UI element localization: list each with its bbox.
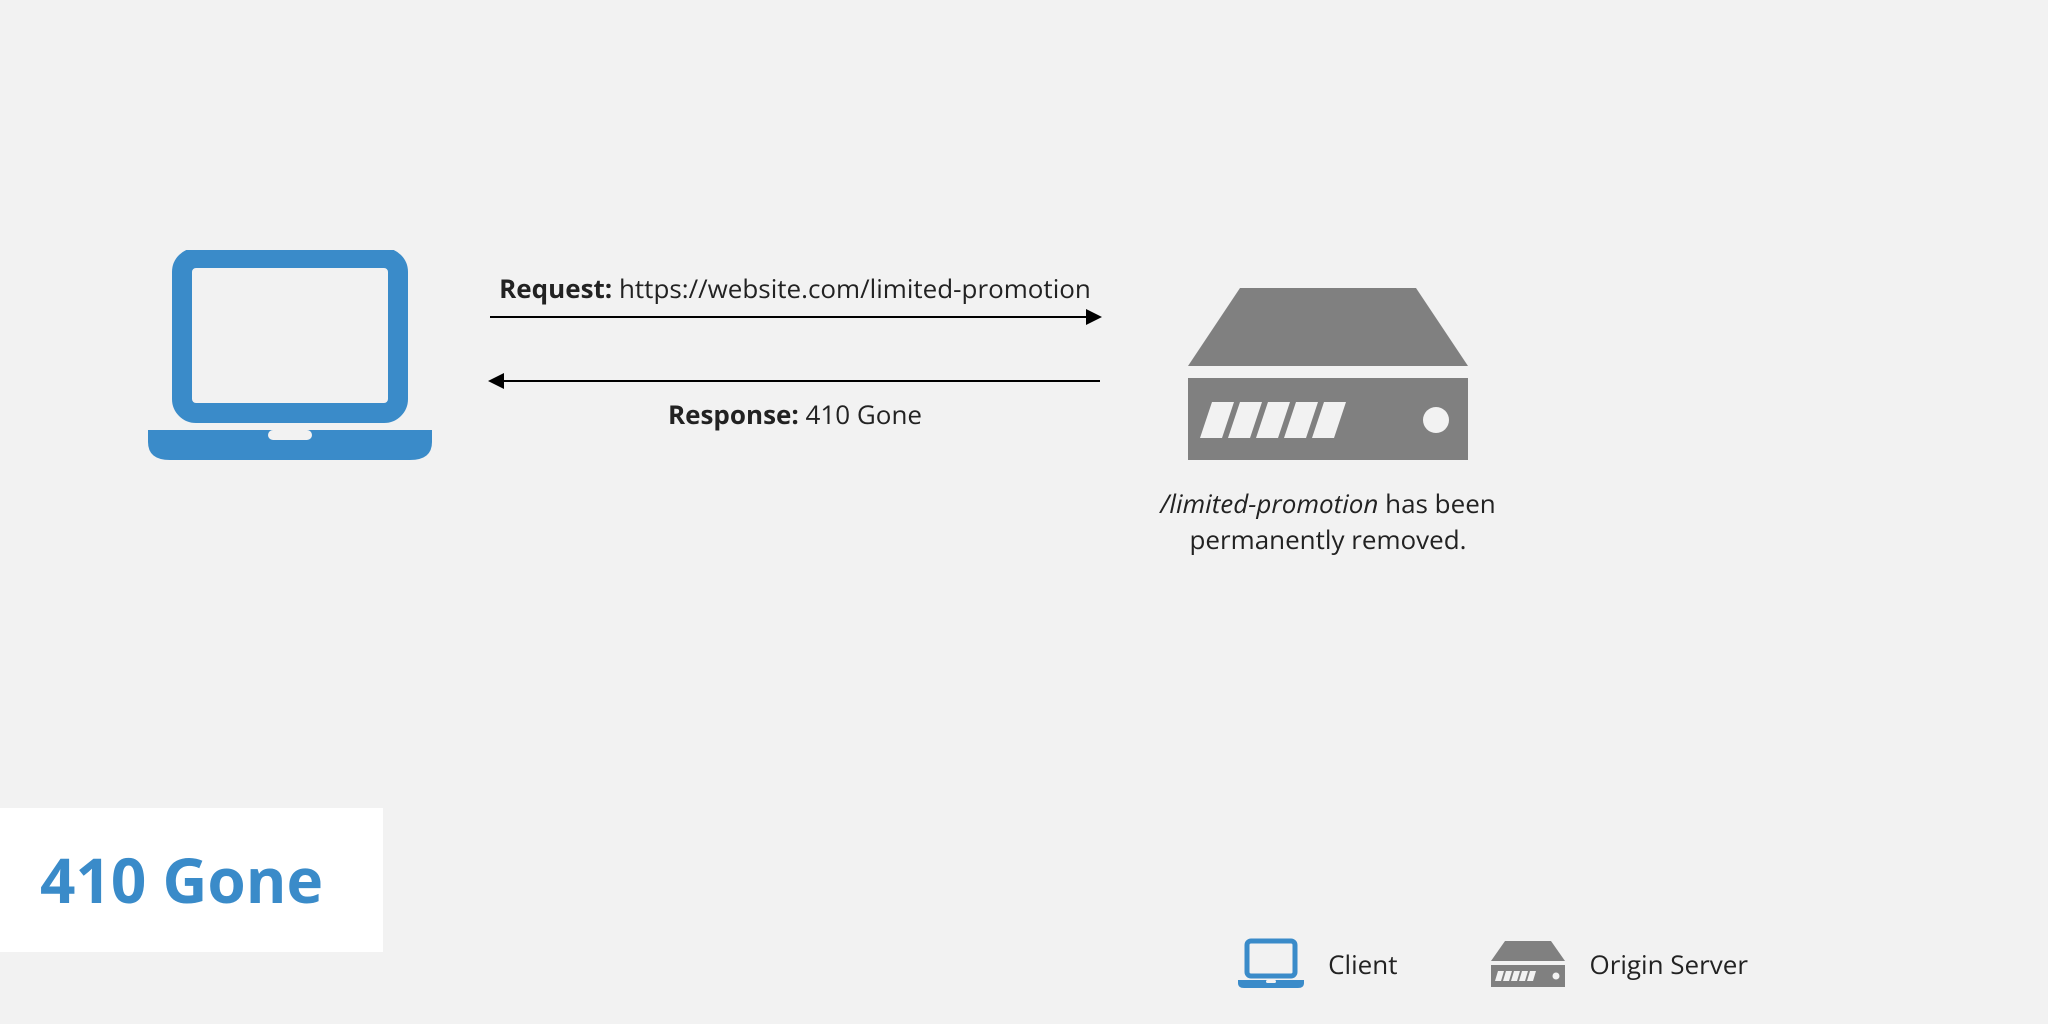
title-box: 410 Gone — [0, 808, 383, 952]
arrow-response — [490, 380, 1100, 382]
request-label: Request: https://website.com/limited-pro… — [490, 270, 1100, 306]
legend-server: Origin Server — [1488, 939, 1749, 989]
legend-server-label: Origin Server — [1590, 946, 1749, 982]
arrow-request — [490, 316, 1100, 318]
client-laptop-icon — [140, 250, 440, 475]
request-response-arrows: Request: https://website.com/limited-pro… — [490, 270, 1100, 432]
request-label-key: Request: — [499, 270, 612, 306]
legend-client-label: Client — [1328, 946, 1397, 982]
page-title: 410 Gone — [40, 838, 323, 922]
response-label-value: 410 Gone — [806, 396, 922, 432]
response-label: Response: 410 Gone — [490, 396, 1100, 432]
response-label-key: Response: — [668, 396, 799, 432]
http-flow-diagram: Request: https://website.com/limited-pro… — [140, 250, 1908, 650]
laptop-icon — [1236, 938, 1306, 990]
origin-server-icon — [1178, 280, 1478, 475]
legend: Client Origin Server — [1236, 938, 1748, 990]
request-label-value: https://website.com/limited-promotion — [619, 270, 1091, 306]
legend-client: Client — [1236, 938, 1397, 990]
server-caption-path: /limited-promotion — [1160, 485, 1378, 521]
server-icon — [1488, 939, 1568, 989]
server-caption: /limited-promotion has been permanently … — [1118, 485, 1538, 558]
